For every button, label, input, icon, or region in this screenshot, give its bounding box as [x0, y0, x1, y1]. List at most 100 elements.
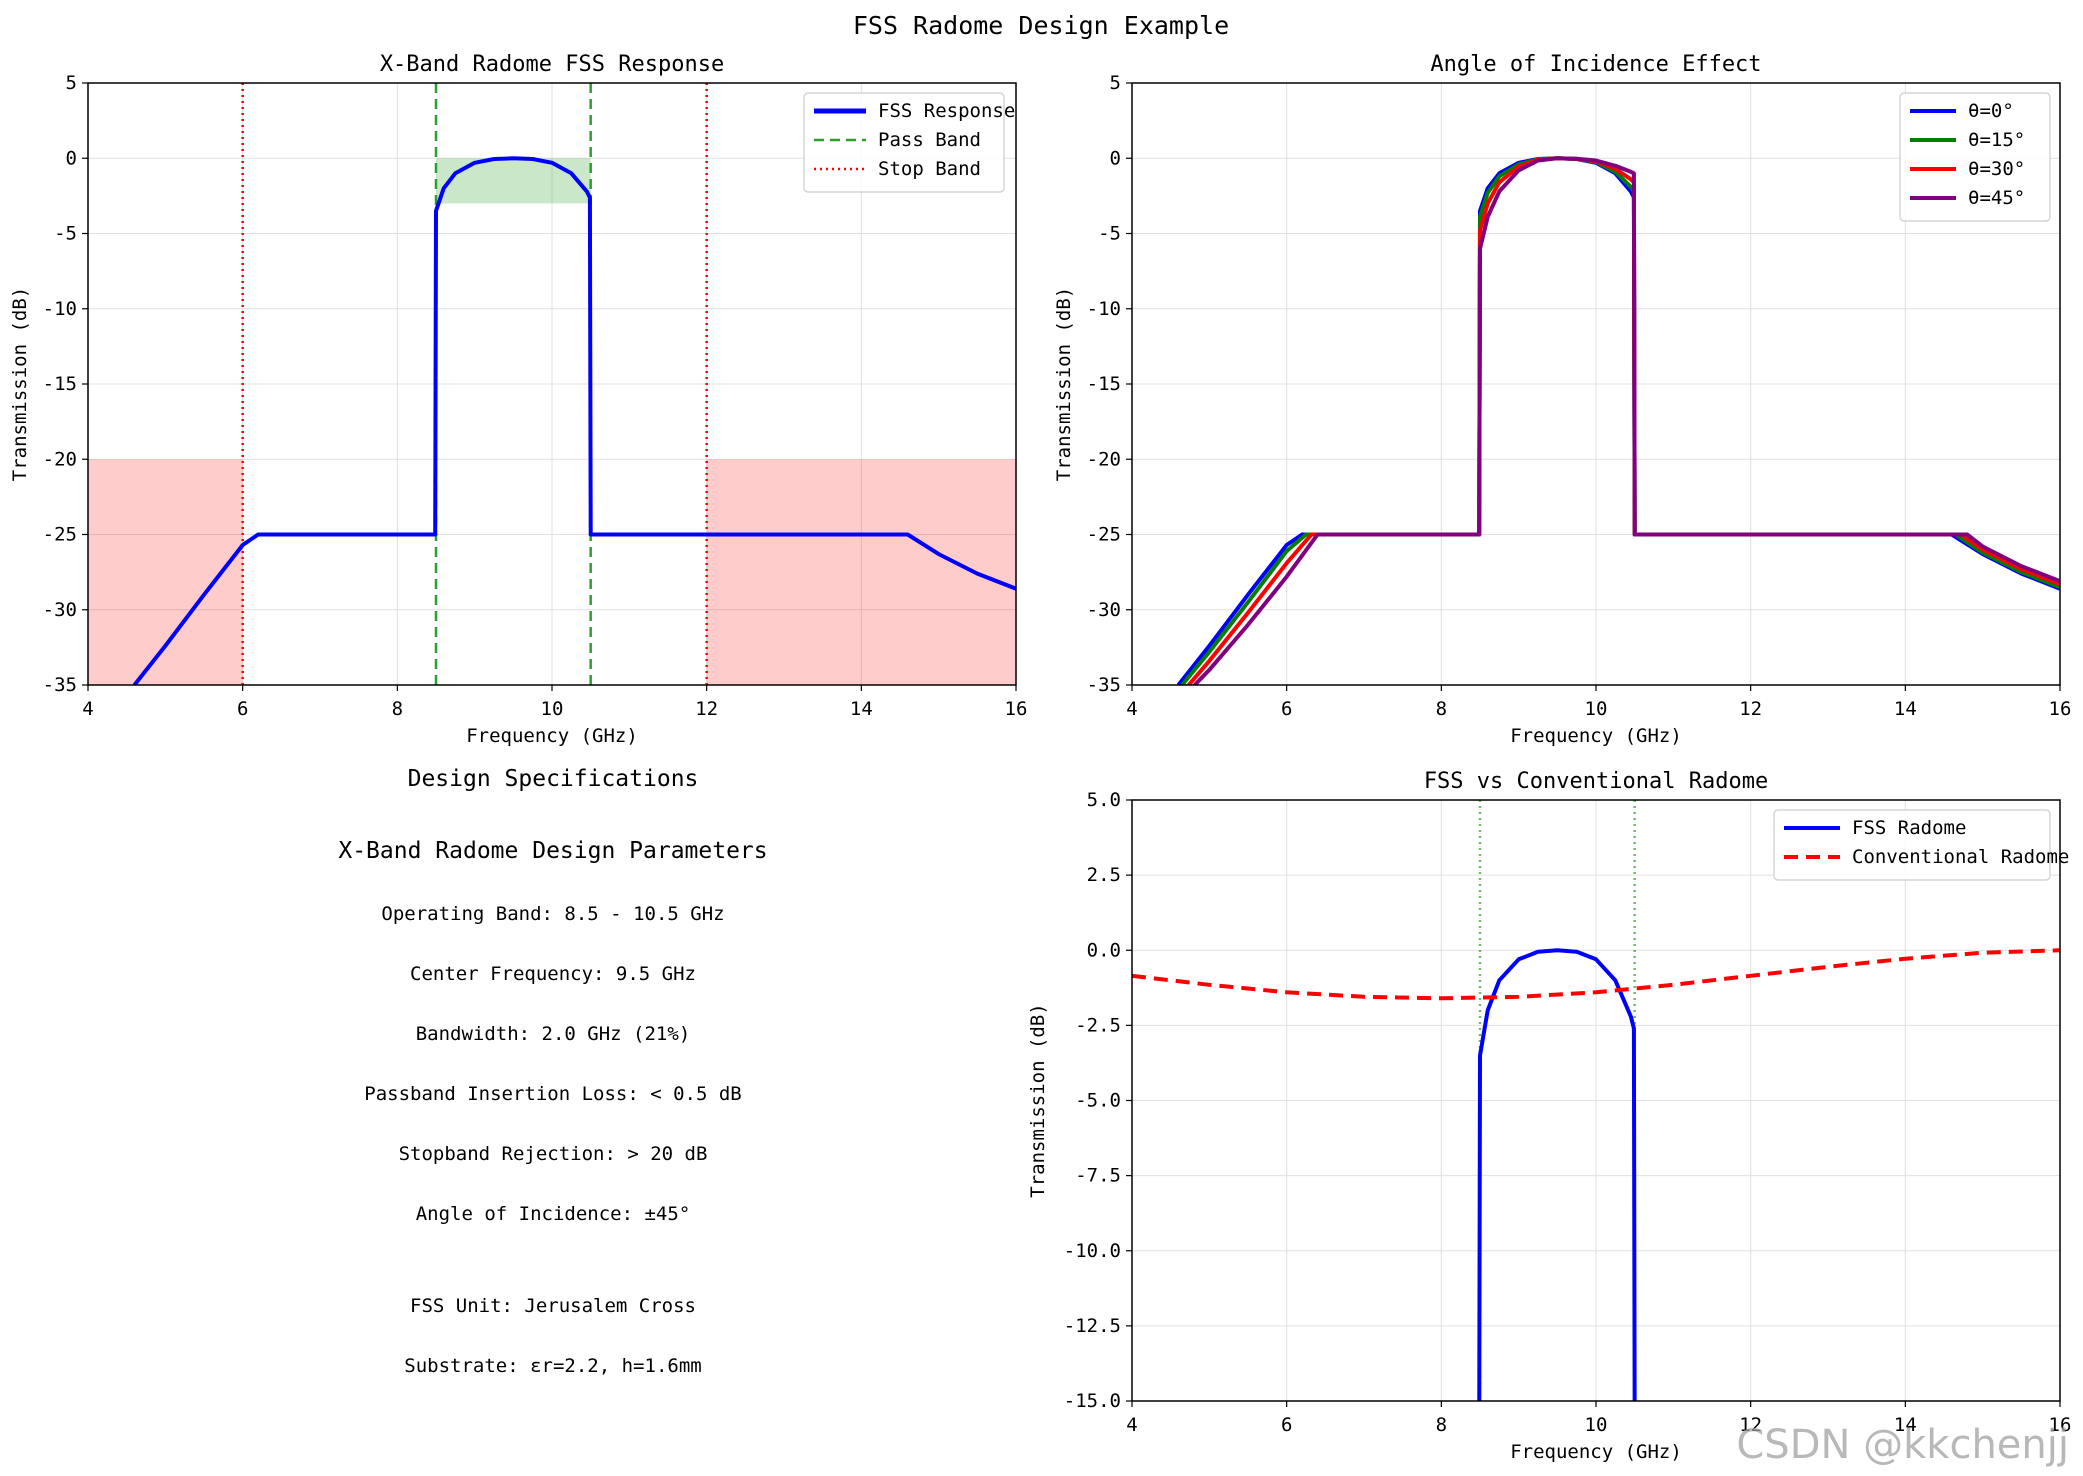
- spec-line-insertion-loss: Passband Insertion Loss: < 0.5 dB: [364, 1083, 742, 1105]
- spec-line-bandwidth: Bandwidth: 2.0 GHz (21%): [415, 1023, 691, 1045]
- chart-angle-of-incidence: 4 6 8 10 12 14 16 5 0 -5 -10 -15 -20 -25 -30 -35 Angle o…: [1053, 52, 2071, 747]
- plot-area: [1176, 156, 2060, 685]
- x-tick-label: 16: [1005, 698, 1028, 720]
- legend: θ=0° θ=15° θ=30° θ=45°: [1899, 92, 2051, 222]
- legend-box: [1773, 809, 2051, 881]
- x-tick-label: 4: [82, 698, 93, 720]
- x-tick-label: 14: [1894, 698, 1917, 720]
- plot-area: [1132, 800, 2060, 1401]
- x-tick-label: 10: [1585, 698, 1608, 720]
- series-line-0: [1477, 948, 1637, 1401]
- y-tick-label: -35: [1087, 674, 1121, 696]
- series-line-0: [1176, 156, 2060, 685]
- chart-fss-response: 4 6 8 10 12 14 16 5 0 -5 -10 -15 -20 -25 -30 -35 X-Band …: [9, 52, 1027, 747]
- plot-area: [88, 83, 1016, 685]
- y-tick-label: -10: [43, 298, 77, 320]
- chart-fss-vs-conventional: 4 6 8 10 12 14 16 5.0 2.5 0.0 -2.5 -5.0 -7.5 -10.0 -12…: [1027, 769, 2071, 1463]
- y-tick-label: -20: [43, 448, 77, 470]
- x-tick-label: 12: [695, 698, 718, 720]
- y-tick-label: 0: [66, 147, 77, 169]
- spec-line-substrate: Substrate: εr=2.2, h=1.6mm: [404, 1355, 702, 1377]
- legend-label: FSS Radome: [1852, 817, 1966, 839]
- y-tick-label: -15: [1087, 373, 1121, 395]
- y-tick-label: -7.5: [1075, 1165, 1121, 1187]
- series-line-2: [1186, 156, 2060, 685]
- x-tick-label: 16: [2049, 698, 2072, 720]
- legend-label: Stop Band: [878, 158, 981, 180]
- y-axis-label: Transmission (dB): [1053, 287, 1075, 481]
- legend-label: θ=30°: [1968, 158, 2025, 180]
- y-tick-label: 0: [1110, 147, 1121, 169]
- chart-title: Angle of Incidence Effect: [1430, 52, 1761, 77]
- legend-box: [1899, 92, 2051, 222]
- y-tick-label: -25: [1087, 524, 1121, 546]
- chart-title: X-Band Radome FSS Response: [380, 52, 724, 77]
- x-tick-label: 14: [850, 698, 873, 720]
- y-tick-label: -5: [1098, 223, 1121, 245]
- y-tick-label: -10: [1087, 298, 1121, 320]
- chart-title: FSS vs Conventional Radome: [1424, 769, 1768, 794]
- y-tick-label: -2.5: [1075, 1014, 1121, 1036]
- series-line-3: [1191, 156, 2060, 685]
- y-tick-label: 5.0: [1087, 789, 1121, 811]
- y-tick-label: -30: [1087, 599, 1121, 621]
- x-axis-label: Frequency (GHz): [1510, 1441, 1682, 1463]
- x-tick-label: 4: [1126, 698, 1137, 720]
- x-tick-label: 6: [1281, 1414, 1292, 1436]
- legend-label: θ=15°: [1968, 129, 2025, 151]
- x-tick-label: 8: [392, 698, 403, 720]
- x-tick-label: 6: [237, 698, 248, 720]
- y-tick-label: -5.0: [1075, 1090, 1121, 1112]
- y-tick-label: -15.0: [1064, 1390, 1121, 1412]
- legend-label: Conventional Radome: [1852, 846, 2069, 868]
- y-tick-label: -35: [43, 674, 77, 696]
- series-line-0: [132, 156, 1016, 685]
- spec-line-stopband-rejection: Stopband Rejection: > 20 dB: [398, 1143, 708, 1165]
- y-tick-label: 5: [1110, 72, 1121, 94]
- stop-band-region: [706, 459, 1016, 685]
- y-tick-label: 2.5: [1087, 864, 1121, 886]
- series-line-1: [1132, 948, 2060, 1001]
- x-axis-label: Frequency (GHz): [1510, 725, 1682, 747]
- spec-line-operating-band: Operating Band: 8.5 - 10.5 GHz: [381, 903, 725, 925]
- x-tick-label: 6: [1281, 698, 1292, 720]
- y-axis-label: Transmission (dB): [9, 287, 31, 481]
- legend-box: [803, 92, 1005, 193]
- specs-title: Design Specifications: [407, 766, 699, 792]
- legend-label: θ=45°: [1968, 187, 2025, 209]
- spec-line-center-frequency: Center Frequency: 9.5 GHz: [410, 963, 696, 985]
- spec-line-fss-unit: FSS Unit: Jerusalem Cross: [410, 1295, 696, 1317]
- spec-line-angle-of-incidence: Angle of Incidence: ±45°: [415, 1203, 691, 1225]
- watermark: CSDN @kkchenjj: [1736, 1422, 2069, 1468]
- legend-label: θ=0°: [1968, 100, 2014, 122]
- design-specifications-panel: Design Specifications X-Band Radome Desi…: [88, 760, 1018, 1400]
- y-tick-label: 0.0: [1087, 939, 1121, 961]
- y-tick-label: -12.5: [1064, 1315, 1121, 1337]
- y-tick-label: -25: [43, 524, 77, 546]
- x-tick-label: 12: [1739, 698, 1762, 720]
- y-tick-label: -30: [43, 599, 77, 621]
- pass-band-region: [436, 158, 591, 204]
- x-axis-label: Frequency (GHz): [466, 725, 638, 747]
- x-tick-label: 4: [1126, 1414, 1137, 1436]
- y-tick-label: -20: [1087, 448, 1121, 470]
- specs-heading: X-Band Radome Design Parameters: [338, 838, 768, 864]
- x-tick-label: 8: [1436, 1414, 1447, 1436]
- x-tick-label: 12: [1739, 1414, 1762, 1436]
- y-tick-label: -15: [43, 373, 77, 395]
- y-tick-label: -10.0: [1064, 1240, 1121, 1262]
- x-tick-label: 10: [1585, 1414, 1608, 1436]
- figure-title: FSS Radome Design Example: [853, 11, 1229, 40]
- x-tick-label: 16: [2049, 1414, 2072, 1436]
- legend-label: Pass Band: [878, 129, 981, 151]
- x-tick-label: 8: [1436, 698, 1447, 720]
- legend-label: FSS Response: [878, 100, 1015, 122]
- x-tick-label: 14: [1894, 1414, 1917, 1436]
- y-tick-label: 5: [66, 72, 77, 94]
- y-tick-label: -5: [54, 223, 77, 245]
- x-tick-label: 10: [541, 698, 564, 720]
- legend: FSS Response Pass Band Stop Band: [803, 92, 1015, 193]
- legend: FSS Radome Conventional Radome: [1773, 809, 2069, 881]
- y-axis-label: Transmission (dB): [1027, 1003, 1049, 1197]
